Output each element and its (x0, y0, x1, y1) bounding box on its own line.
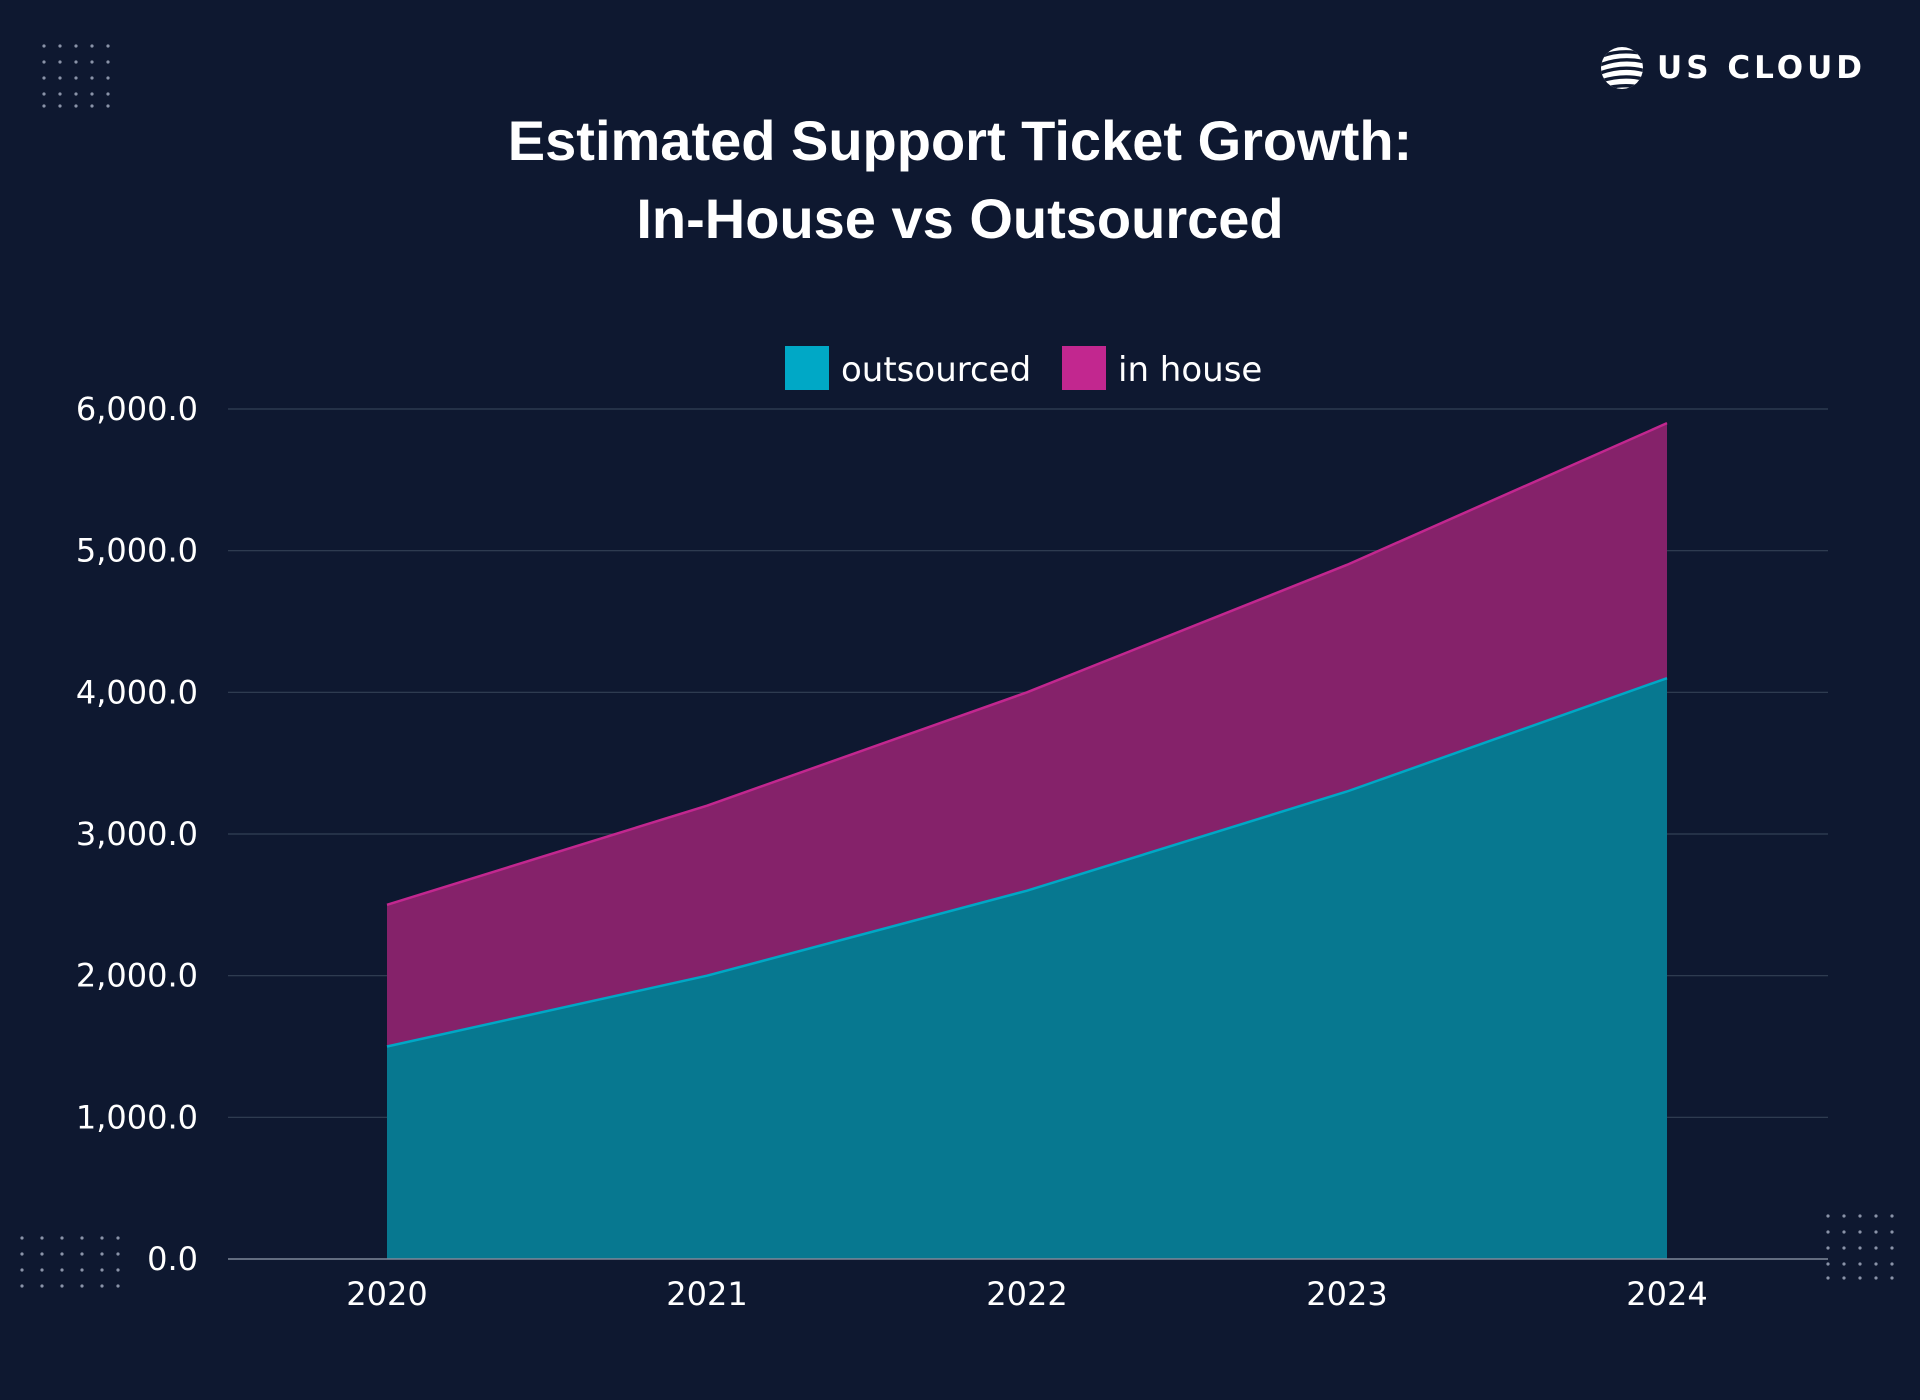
legend-swatch-outsourced (785, 346, 829, 390)
y-tick-label: 2,000.0 (76, 957, 198, 995)
x-tick-label: 2020 (346, 1275, 427, 1313)
chart-title: Estimated Support Ticket Growth: In-Hous… (0, 102, 1920, 258)
x-tick-label: 2021 (666, 1275, 747, 1313)
x-tick-label: 2022 (986, 1275, 1067, 1313)
x-tick-label: 2024 (1626, 1275, 1707, 1313)
legend: outsourced in house (785, 346, 1262, 390)
y-tick-label: 1,000.0 (76, 1098, 198, 1136)
y-tick-label: 6,000.0 (76, 390, 198, 428)
y-tick-label: 0.0 (147, 1240, 198, 1278)
line-outsourced (386, 676, 1668, 1048)
axes: 0.0 1,000.0 2,000.0 3,000.0 4,000.0 5,000.0 6,… (76, 390, 1828, 1313)
area-in-house (387, 423, 1667, 1047)
decorative-dots-top-left (42, 44, 110, 108)
y-tick-label: 3,000.0 (76, 815, 198, 853)
brand-logo: US CLOUD (1599, 44, 1866, 92)
globe-icon (1601, 47, 1644, 89)
decorative-dots-bottom-left (20, 1236, 120, 1288)
brand-name: US CLOUD (1657, 50, 1866, 86)
line-in-house (386, 422, 1668, 907)
x-tick-label: 2023 (1306, 1275, 1387, 1313)
legend-label-in-house: in house (1118, 350, 1262, 390)
chart-title-line-1: Estimated Support Ticket Growth: (507, 109, 1413, 172)
area-outsourced (387, 678, 1667, 1259)
area-series (386, 422, 1668, 1259)
y-tick-label: 4,000.0 (76, 673, 198, 711)
legend-swatch-in-house (1062, 346, 1106, 390)
chart-title-line-2: In-House vs Outsourced (636, 187, 1284, 250)
decorative-dots-bottom-right (1826, 1214, 1894, 1280)
legend-label-outsourced: outsourced (841, 350, 1031, 390)
y-tick-label: 5,000.0 (76, 532, 198, 570)
